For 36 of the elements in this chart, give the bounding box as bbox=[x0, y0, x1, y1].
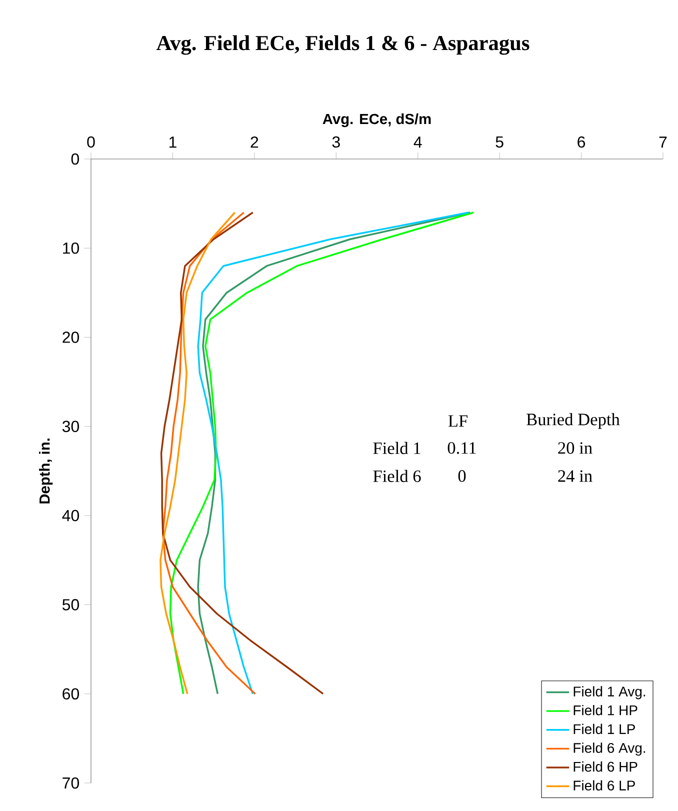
y-tick-label: 40 bbox=[62, 510, 79, 522]
x-tick-label: 6 bbox=[578, 136, 586, 148]
chart-title: Avg. Field ECe, Fields 1 & 6 - Asparagus bbox=[156, 35, 530, 55]
legend-label: Field 1 Avg. bbox=[574, 686, 646, 700]
legend-label: Field 6 LP bbox=[574, 780, 635, 791]
line-series bbox=[162, 212, 256, 695]
y-tick-label: 50 bbox=[62, 599, 79, 610]
x-axis-title: Avg. ECe, dS/m bbox=[322, 113, 431, 128]
y-tick-label: 60 bbox=[62, 688, 79, 700]
line-series bbox=[160, 212, 236, 695]
line-series bbox=[160, 212, 324, 695]
annotation: Field 1 bbox=[373, 442, 420, 454]
annotation: LF bbox=[448, 415, 468, 427]
x-tick-label: 1 bbox=[169, 136, 176, 148]
x-tick-label: 7 bbox=[659, 136, 667, 148]
x-tick-label: 5 bbox=[496, 136, 504, 148]
x-tick-label: 0 bbox=[87, 136, 95, 148]
annotation: 0.11 bbox=[448, 442, 476, 454]
annotation: Field 6 bbox=[373, 470, 421, 482]
y-tick-label: 0 bbox=[71, 153, 80, 165]
y-tick-label: 10 bbox=[63, 242, 79, 254]
y-tick-label: 20 bbox=[62, 332, 79, 343]
y-axis-title: Depth, in. bbox=[39, 438, 53, 504]
legend-label: Field 1 HP bbox=[574, 704, 638, 716]
annotation: 20 in bbox=[558, 442, 592, 454]
x-tick-label: 3 bbox=[332, 136, 340, 148]
legend-label: Field 6 HP bbox=[574, 761, 638, 772]
y-tick-label: 30 bbox=[62, 420, 79, 432]
legend-label: Field 6 Avg. bbox=[574, 742, 646, 756]
x-tick-label: 2 bbox=[250, 136, 258, 148]
annotation: Buried Depth bbox=[526, 413, 620, 429]
legend-label: Field 1 LP bbox=[574, 724, 635, 734]
annotation: 0 bbox=[458, 470, 466, 482]
y-tick-label: 70 bbox=[62, 777, 79, 789]
annotation: 24 in bbox=[558, 470, 592, 482]
x-tick-label: 4 bbox=[414, 136, 422, 148]
